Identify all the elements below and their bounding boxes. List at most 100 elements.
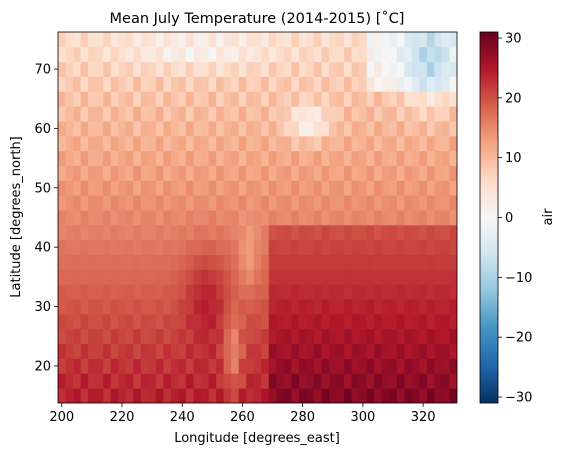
heatmap-cell bbox=[125, 135, 134, 152]
heatmap-cell bbox=[253, 165, 262, 181]
heatmap-cell bbox=[389, 224, 398, 241]
heatmap-cell bbox=[426, 150, 435, 166]
heatmap-cell bbox=[313, 150, 322, 166]
heatmap-cell bbox=[298, 313, 307, 330]
heatmap-cell bbox=[185, 76, 194, 92]
heatmap-cell bbox=[155, 269, 164, 285]
heatmap-cell bbox=[58, 224, 66, 241]
heatmap-cell bbox=[253, 284, 262, 300]
heatmap-cell bbox=[344, 195, 353, 211]
heatmap-cell bbox=[434, 328, 443, 345]
heatmap-cell bbox=[321, 106, 330, 122]
heatmap-cell bbox=[110, 299, 119, 315]
heatmap-cells bbox=[58, 32, 457, 403]
heatmap-cell bbox=[201, 210, 209, 226]
heatmap-cell bbox=[441, 284, 450, 300]
heatmap-cell bbox=[133, 269, 142, 285]
heatmap-cell bbox=[351, 313, 360, 330]
heatmap-cell bbox=[419, 210, 428, 226]
heatmap-cell bbox=[434, 239, 443, 255]
heatmap-cell bbox=[125, 180, 134, 196]
heatmap-cell bbox=[366, 299, 375, 315]
heatmap-cell bbox=[366, 328, 375, 345]
heatmap-cell bbox=[426, 32, 435, 48]
heatmap-cell bbox=[148, 165, 157, 181]
heatmap-cell bbox=[374, 358, 383, 374]
heatmap-cell bbox=[253, 61, 262, 77]
heatmap-cell bbox=[344, 32, 353, 48]
heatmap-cell bbox=[201, 91, 209, 107]
heatmap-cell bbox=[231, 32, 240, 48]
heatmap-cell bbox=[419, 91, 428, 107]
heatmap-cell bbox=[170, 284, 179, 300]
heatmap-cell bbox=[125, 328, 134, 345]
heatmap-cell bbox=[103, 254, 112, 270]
heatmap-cell bbox=[434, 32, 443, 48]
heatmap-cell bbox=[374, 210, 383, 226]
heatmap-cell bbox=[170, 32, 179, 48]
heatmap-cell bbox=[163, 284, 172, 300]
heatmap-cell bbox=[208, 343, 217, 359]
heatmap-cell bbox=[163, 269, 172, 285]
heatmap-cell bbox=[298, 150, 307, 166]
heatmap-cell bbox=[95, 32, 104, 48]
heatmap-cell bbox=[389, 180, 398, 196]
heatmap-cell bbox=[95, 106, 104, 122]
heatmap-cell bbox=[404, 195, 413, 211]
heatmap-cell bbox=[103, 106, 112, 122]
heatmap-cell bbox=[140, 343, 149, 359]
heatmap-cell bbox=[336, 239, 345, 255]
heatmap-cell bbox=[411, 121, 420, 137]
heatmap-cell bbox=[344, 299, 353, 315]
heatmap-cell bbox=[73, 343, 81, 359]
heatmap-cell bbox=[359, 32, 368, 48]
heatmap-cell bbox=[441, 195, 450, 211]
heatmap-cell bbox=[73, 46, 81, 63]
heatmap-cell bbox=[231, 195, 240, 211]
heatmap-cell bbox=[313, 32, 322, 48]
plot-frame bbox=[57, 31, 458, 404]
heatmap-cell bbox=[140, 165, 149, 181]
heatmap-cell bbox=[216, 61, 225, 77]
heatmap-cell bbox=[381, 150, 390, 166]
heatmap-cell bbox=[133, 150, 142, 166]
heatmap-cell bbox=[449, 32, 457, 48]
heatmap-cell bbox=[313, 388, 322, 403]
heatmap-cell bbox=[178, 61, 187, 77]
heatmap-cell bbox=[178, 313, 187, 330]
heatmap-cell bbox=[283, 76, 292, 92]
heatmap-cell bbox=[58, 46, 66, 63]
heatmap-cell bbox=[118, 388, 127, 403]
heatmap-cell bbox=[276, 269, 285, 285]
heatmap-cell bbox=[133, 135, 142, 152]
heatmap-cell bbox=[389, 76, 398, 92]
heatmap-cell bbox=[366, 135, 375, 152]
heatmap-cell bbox=[238, 76, 247, 92]
heatmap-cell bbox=[359, 358, 368, 374]
heatmap-cell bbox=[246, 150, 255, 166]
heatmap-cell bbox=[155, 328, 164, 345]
heatmap-cell bbox=[201, 224, 209, 241]
heatmap-cell bbox=[441, 150, 450, 166]
heatmap-cell bbox=[201, 135, 209, 152]
heatmap-cell bbox=[185, 46, 194, 63]
heatmap-cell bbox=[140, 195, 149, 211]
heatmap-cell bbox=[344, 224, 353, 241]
heatmap-cell bbox=[381, 373, 390, 389]
heatmap-cell bbox=[366, 91, 375, 107]
heatmap-cell bbox=[231, 210, 240, 226]
heatmap-cell bbox=[103, 299, 112, 315]
heatmap-cell bbox=[170, 388, 179, 403]
heatmap-cell bbox=[103, 343, 112, 359]
heatmap-cell bbox=[185, 269, 194, 285]
heatmap-cell bbox=[208, 106, 217, 122]
heatmap-cell bbox=[389, 299, 398, 315]
heatmap-cell bbox=[133, 239, 142, 255]
heatmap-cell bbox=[58, 343, 66, 359]
heatmap-cell bbox=[426, 343, 435, 359]
heatmap-cell bbox=[95, 313, 104, 330]
heatmap-cell bbox=[95, 195, 104, 211]
heatmap-cell bbox=[58, 284, 66, 300]
heatmap-cell bbox=[389, 313, 398, 330]
heatmap-cell bbox=[351, 210, 360, 226]
